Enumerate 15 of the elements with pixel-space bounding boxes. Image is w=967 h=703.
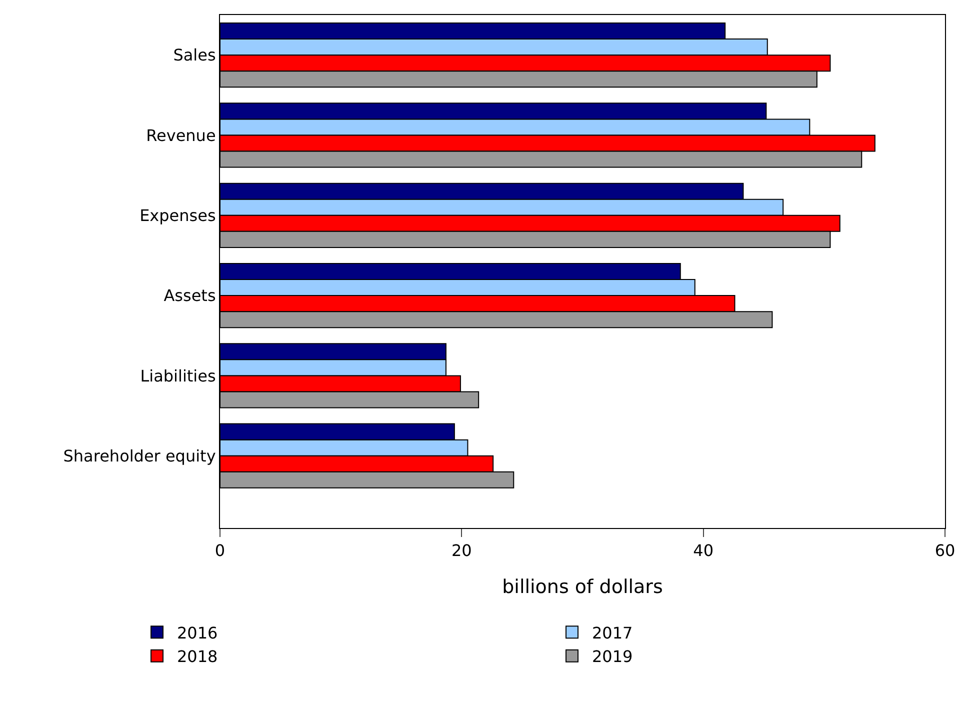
y-tick-label: Liabilities [140, 366, 216, 386]
x-tick-label: 20 [451, 541, 472, 560]
x-tick-label: 40 [693, 541, 714, 560]
x-tick-label: 60 [934, 541, 956, 560]
x-axis-title: billions of dollars [502, 576, 663, 598]
y-tick-label: Sales [173, 46, 216, 65]
legend-label: 2019 [592, 647, 633, 666]
y-tick-label: Shareholder equity [63, 446, 216, 466]
legend-label: 2016 [177, 623, 218, 642]
y-tick-label: Revenue [146, 126, 216, 145]
legend-label: 2017 [592, 623, 633, 642]
x-tick-label: 0 [214, 541, 226, 560]
y-tick-label: Assets [164, 286, 216, 306]
y-tick-label: Expenses [140, 206, 216, 225]
legend-label: 2018 [177, 647, 218, 666]
